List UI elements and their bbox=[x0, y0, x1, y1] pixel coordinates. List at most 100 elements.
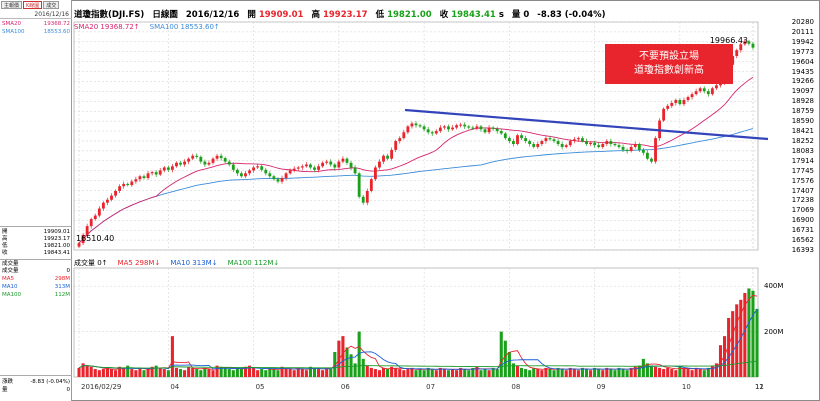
volume-bar bbox=[483, 369, 487, 377]
x-tick-label: 05 bbox=[255, 383, 265, 391]
volume-bar bbox=[308, 366, 312, 377]
volume-ma100-line bbox=[78, 360, 758, 369]
volume-header: 成交量 bbox=[2, 261, 70, 268]
candle bbox=[581, 138, 584, 142]
candle bbox=[296, 167, 300, 169]
candle bbox=[556, 141, 560, 145]
high-quote: 高 19923.17 bbox=[311, 9, 367, 21]
candle bbox=[252, 167, 256, 171]
vol-row: MA5 298M bbox=[2, 276, 70, 283]
x-tick-label: 11 bbox=[754, 383, 764, 391]
open-value: 19909.01 bbox=[258, 10, 304, 20]
candle bbox=[751, 43, 755, 48]
panel-tab-1[interactable]: K線圖 bbox=[23, 1, 43, 9]
quote-date: 2016/12/16 bbox=[185, 10, 240, 20]
volume-bar bbox=[621, 369, 625, 377]
volume-bar bbox=[515, 365, 520, 377]
volume-bar bbox=[280, 366, 284, 377]
candle bbox=[430, 132, 434, 134]
divider bbox=[0, 226, 72, 227]
candle bbox=[442, 126, 446, 128]
volume-bar bbox=[394, 367, 398, 377]
ohlc-row: 收 19843.41 bbox=[2, 250, 70, 257]
trendline bbox=[404, 108, 769, 141]
candle bbox=[637, 144, 641, 150]
volume-bar bbox=[674, 370, 678, 377]
volume-value: 0 bbox=[523, 10, 530, 20]
candle bbox=[142, 176, 146, 179]
volume-bar bbox=[235, 367, 239, 377]
low-label: 低 bbox=[375, 10, 385, 20]
candle bbox=[694, 91, 698, 95]
ma-row: SMA100 18553.60 bbox=[2, 29, 70, 36]
volume-bar bbox=[532, 367, 536, 377]
quote-info-panel: 主報價 K線圖 成交 2016/12/16 SMA20 19368.72 SMA100 1… bbox=[0, 0, 72, 401]
volume-bar bbox=[312, 367, 317, 377]
volume-bar bbox=[256, 370, 260, 377]
candle bbox=[406, 126, 410, 133]
candle bbox=[313, 167, 316, 170]
annotation-box: 不要預設立場 道瓊指數創新高 bbox=[605, 44, 733, 84]
volume-bar bbox=[601, 370, 605, 377]
high-price-marker: 19966.43 bbox=[710, 36, 748, 45]
volume-bar bbox=[81, 363, 85, 377]
panel-tab-0[interactable]: 主報價 bbox=[1, 1, 23, 9]
volume-bar bbox=[528, 370, 532, 377]
candle bbox=[85, 226, 89, 235]
volume-bar bbox=[751, 290, 755, 377]
candle bbox=[122, 183, 126, 187]
y-tick-label: 16900 bbox=[791, 216, 814, 225]
volume-bar bbox=[402, 370, 406, 377]
volume-header-label: 成交量 bbox=[2, 261, 19, 267]
volume-ma10-line bbox=[78, 309, 758, 370]
candle bbox=[552, 139, 556, 142]
candle bbox=[150, 172, 154, 174]
volume-bar bbox=[239, 369, 243, 377]
candle bbox=[735, 50, 739, 57]
volume-bar bbox=[158, 367, 162, 377]
candle bbox=[414, 123, 418, 126]
volume-bar bbox=[442, 369, 446, 377]
volume-bar bbox=[597, 369, 601, 377]
candle bbox=[114, 190, 117, 196]
volume-bar bbox=[524, 369, 528, 377]
volume-bar bbox=[142, 370, 146, 377]
volume-bar bbox=[398, 369, 402, 377]
chart-area[interactable]: 19966.43 16510.40 道瓊指數(DJI.FS) 日線圖 2016/1… bbox=[72, 0, 820, 401]
volume-bar bbox=[272, 369, 276, 377]
volume-bar bbox=[564, 370, 568, 377]
open-quote: 開 19909.01 bbox=[247, 9, 303, 21]
candle bbox=[126, 183, 130, 186]
candle bbox=[422, 126, 426, 130]
summary-label: 量 bbox=[2, 387, 8, 393]
volume-legend-item-0: 成交量 0↑ bbox=[74, 259, 108, 267]
volume-bar bbox=[97, 370, 101, 377]
candle bbox=[170, 166, 174, 170]
volume-bar bbox=[284, 367, 288, 377]
volume-legend-item-3: MA100 112M↓ bbox=[227, 259, 280, 267]
candle bbox=[507, 138, 511, 142]
candle bbox=[613, 144, 617, 146]
vol-value: 112M bbox=[54, 292, 70, 298]
volume-bar bbox=[434, 370, 438, 377]
candle bbox=[235, 169, 239, 174]
volume-bar bbox=[580, 367, 584, 377]
candle bbox=[475, 126, 479, 129]
candle bbox=[536, 144, 540, 147]
volume-bar bbox=[373, 369, 377, 377]
volume-bar bbox=[455, 370, 459, 377]
candle bbox=[459, 124, 463, 126]
volume-bar bbox=[146, 369, 150, 377]
volume-bar bbox=[353, 363, 357, 377]
volume-bar bbox=[122, 367, 126, 377]
chart-canvas[interactable]: 19966.43 16510.40 bbox=[72, 0, 820, 401]
candle bbox=[321, 162, 325, 167]
candle bbox=[426, 129, 430, 133]
panel-tab-2[interactable]: 成交 bbox=[43, 1, 60, 9]
volume-bar bbox=[467, 370, 471, 377]
volume-bar bbox=[658, 367, 662, 377]
candle bbox=[195, 155, 199, 157]
candle bbox=[516, 135, 519, 145]
volume-bar bbox=[576, 370, 580, 377]
